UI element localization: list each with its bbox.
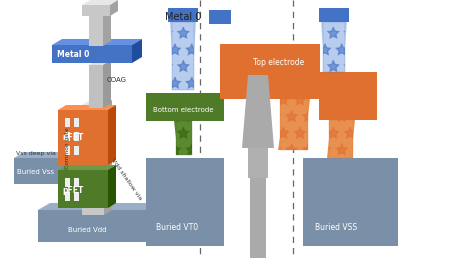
Polygon shape <box>14 152 109 158</box>
Bar <box>82 105 104 215</box>
Polygon shape <box>174 121 192 155</box>
Polygon shape <box>110 0 118 16</box>
Polygon shape <box>58 165 116 170</box>
Text: Bottom electrode: Bottom electrode <box>153 107 213 113</box>
Polygon shape <box>99 152 109 184</box>
Bar <box>280 99 308 150</box>
Bar <box>74 192 79 201</box>
Bar <box>65 118 70 127</box>
Polygon shape <box>108 165 116 208</box>
Bar <box>323 22 345 72</box>
Bar <box>146 93 224 121</box>
Polygon shape <box>153 203 165 242</box>
Bar <box>65 132 70 141</box>
Bar <box>220 44 320 99</box>
Polygon shape <box>103 9 111 46</box>
Polygon shape <box>82 100 112 105</box>
Bar <box>146 158 224 246</box>
Polygon shape <box>321 22 347 72</box>
Polygon shape <box>52 39 142 45</box>
Bar <box>52 45 132 63</box>
Bar <box>14 158 99 184</box>
Bar <box>82 5 110 16</box>
Text: Buried Vdd: Buried Vdd <box>68 227 107 233</box>
Text: COAG: COAG <box>107 77 127 83</box>
Bar <box>209 10 231 24</box>
Text: Metal 0: Metal 0 <box>57 50 90 59</box>
Text: Buried VT0: Buried VT0 <box>156 223 198 232</box>
Bar <box>58 110 108 165</box>
Polygon shape <box>170 22 196 90</box>
Text: Vdd shallow via: Vdd shallow via <box>110 158 142 201</box>
Text: Buried VSS: Buried VSS <box>315 223 357 232</box>
Bar <box>303 158 398 246</box>
Bar <box>250 178 266 258</box>
Polygon shape <box>89 9 111 14</box>
Polygon shape <box>278 99 310 150</box>
Bar <box>172 22 194 90</box>
Bar <box>319 8 349 22</box>
Bar <box>323 22 345 72</box>
Polygon shape <box>104 100 112 215</box>
Text: Top electrode: Top electrode <box>253 58 304 67</box>
Text: nFET: nFET <box>62 133 83 142</box>
Polygon shape <box>89 60 111 65</box>
Polygon shape <box>103 60 111 108</box>
Bar <box>319 72 377 120</box>
Text: Metal 0: Metal 0 <box>165 12 202 22</box>
Polygon shape <box>38 203 165 210</box>
Bar <box>89 65 103 108</box>
Bar <box>65 192 70 201</box>
Polygon shape <box>327 120 355 158</box>
Polygon shape <box>242 75 274 148</box>
Polygon shape <box>58 105 116 110</box>
Bar <box>65 178 70 187</box>
Bar <box>58 170 108 208</box>
Bar <box>74 146 79 155</box>
Bar <box>329 120 353 158</box>
Bar <box>74 178 79 187</box>
Bar <box>74 132 79 141</box>
Bar <box>329 120 353 158</box>
Bar <box>172 22 194 90</box>
Bar <box>74 118 79 127</box>
Text: Common gate: Common gate <box>66 127 71 169</box>
Bar <box>248 148 268 178</box>
Text: Vss deep via: Vss deep via <box>16 151 56 156</box>
Bar <box>176 121 192 155</box>
Polygon shape <box>108 105 116 165</box>
Bar <box>65 146 70 155</box>
Bar <box>168 8 198 22</box>
Polygon shape <box>82 0 118 5</box>
Bar <box>176 121 192 155</box>
Text: Buried Vss: Buried Vss <box>17 169 54 175</box>
Bar <box>38 210 153 242</box>
Text: pFET: pFET <box>62 186 83 195</box>
Bar <box>89 14 103 46</box>
Polygon shape <box>132 39 142 63</box>
Bar <box>280 99 308 150</box>
